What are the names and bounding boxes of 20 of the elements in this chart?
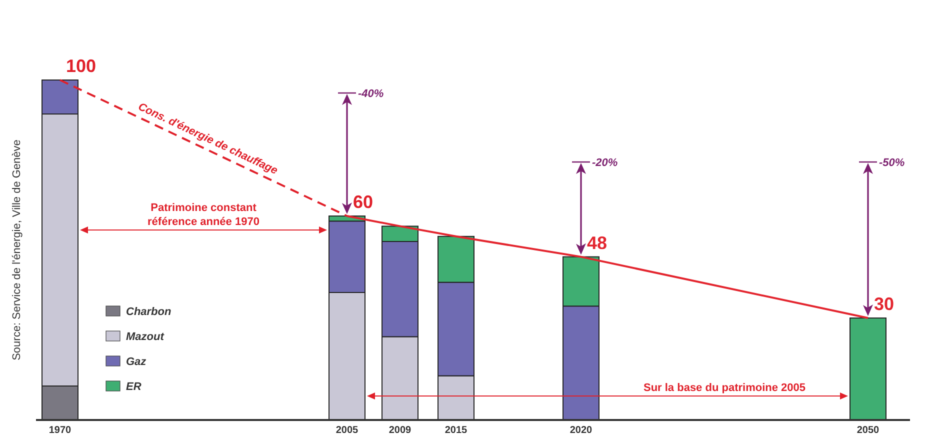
x-tick-label: 2009 <box>388 425 412 436</box>
legend-label: ER <box>126 381 142 393</box>
legend-label: Charbon <box>126 306 172 318</box>
data-label: 30 <box>874 294 894 314</box>
annotation: Patrimoine constant référence année 1970 <box>148 202 260 228</box>
data-label: 60 <box>353 192 374 212</box>
x-tick-label: 1970 <box>48 425 72 436</box>
x-tick-label: 2020 <box>570 425 593 436</box>
annotation: Sur la base du patrimoine 2005 <box>643 382 806 394</box>
x-tick-label: 2005 <box>336 425 359 436</box>
annotation: -50% <box>879 157 905 169</box>
data-label: 100 <box>66 56 96 76</box>
x-tick-label: 2015 <box>444 425 468 436</box>
source-note: Source: Service de l'énergie, Ville de Genève <box>11 140 23 360</box>
annotation: -40% <box>358 88 384 100</box>
annotation: -20% <box>592 157 618 169</box>
legend-label: Gaz <box>126 356 147 368</box>
x-tick-label: 2050 <box>856 425 880 436</box>
legend-label: Mazout <box>126 331 166 343</box>
data-label: 48 <box>587 232 608 253</box>
